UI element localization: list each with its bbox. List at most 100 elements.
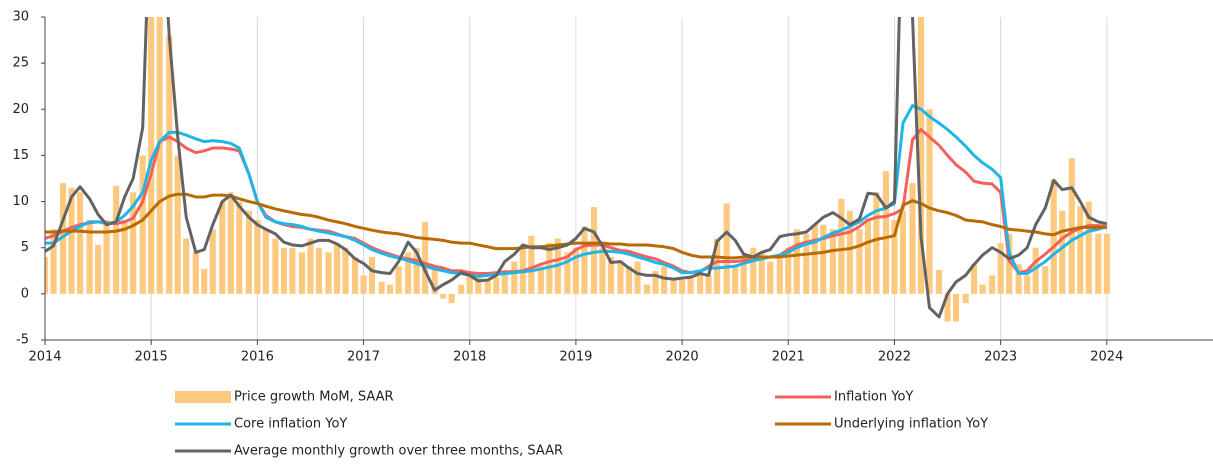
bar xyxy=(997,243,1004,294)
bar xyxy=(1085,201,1092,294)
x-tick-label: 2014 xyxy=(28,350,61,365)
bar xyxy=(776,256,783,294)
x-tick-label: 2019 xyxy=(559,350,592,365)
bar xyxy=(139,155,146,294)
bar xyxy=(670,280,677,294)
bar xyxy=(625,266,633,294)
x-tick-label: 2017 xyxy=(347,350,380,365)
x-tick-label: 2021 xyxy=(772,350,805,365)
bar xyxy=(846,210,853,294)
bar xyxy=(1050,179,1057,294)
bar xyxy=(820,224,827,294)
bar xyxy=(95,244,102,294)
line xyxy=(45,128,1107,276)
bar xyxy=(607,256,615,294)
bar xyxy=(679,280,686,294)
bar xyxy=(289,247,296,294)
line xyxy=(45,17,1108,319)
bar xyxy=(280,247,287,294)
x-tick-label: 2022 xyxy=(878,350,911,365)
bar xyxy=(714,238,721,294)
bar xyxy=(564,252,571,294)
bar xyxy=(272,238,279,294)
bar xyxy=(1068,158,1075,294)
line xyxy=(45,104,1108,278)
bar xyxy=(581,226,588,294)
bar xyxy=(697,270,704,294)
bar xyxy=(113,185,120,294)
bar xyxy=(873,192,880,294)
bar xyxy=(891,220,898,294)
bar xyxy=(785,247,792,294)
bar xyxy=(405,252,412,294)
legend-swatch xyxy=(175,391,231,403)
bar xyxy=(528,235,535,294)
plot-area xyxy=(45,17,1110,322)
y-tick-label: 25 xyxy=(12,56,29,71)
bar xyxy=(864,220,871,294)
bar xyxy=(121,220,128,294)
legend-label: Underlying inflation YoY xyxy=(834,417,988,432)
bar xyxy=(989,275,996,294)
bar xyxy=(192,252,199,294)
bar xyxy=(501,270,508,294)
bar xyxy=(68,187,75,294)
bar xyxy=(740,256,747,294)
y-tick-label: 10 xyxy=(12,194,29,209)
x-tick-label: 2016 xyxy=(241,350,274,365)
legend-label: Core inflation YoY xyxy=(234,417,347,432)
bar xyxy=(360,275,367,294)
y-tick-label: 20 xyxy=(12,102,29,117)
bar xyxy=(917,17,925,294)
x-tick-label: 2018 xyxy=(453,350,486,365)
bar xyxy=(1006,233,1013,294)
bar xyxy=(1032,247,1039,294)
x-tick-label: 2020 xyxy=(666,350,699,365)
bar xyxy=(325,252,332,294)
bar xyxy=(758,252,765,294)
bar xyxy=(493,277,500,294)
bar xyxy=(1059,210,1066,294)
bar xyxy=(45,256,49,294)
bar xyxy=(475,275,482,294)
bar xyxy=(926,109,933,294)
bar xyxy=(944,293,951,322)
y-tick-label: -5 xyxy=(16,333,29,348)
bar xyxy=(1103,233,1110,294)
bar xyxy=(103,220,110,294)
bar xyxy=(935,269,943,294)
bar xyxy=(236,201,243,294)
bar xyxy=(811,224,818,294)
bar xyxy=(351,256,359,294)
bar xyxy=(130,192,137,294)
bar xyxy=(458,284,465,294)
bar xyxy=(971,264,978,294)
bar xyxy=(148,17,155,294)
bar xyxy=(979,284,986,294)
bar xyxy=(1015,264,1022,294)
bar xyxy=(254,220,261,294)
bar xyxy=(156,17,163,294)
bar xyxy=(378,281,385,294)
bar xyxy=(440,293,447,299)
legend-label: Price growth MoM, SAAR xyxy=(234,390,394,405)
bar xyxy=(687,275,694,294)
bar xyxy=(705,275,712,294)
bar xyxy=(1077,206,1084,294)
bar xyxy=(448,293,455,304)
bar xyxy=(952,293,960,322)
bar xyxy=(838,198,845,294)
bar xyxy=(660,266,668,294)
bar xyxy=(59,183,67,294)
line xyxy=(45,192,1107,260)
bar xyxy=(227,192,234,294)
bar xyxy=(511,261,518,294)
bar xyxy=(307,238,314,294)
bar xyxy=(422,221,429,294)
bar xyxy=(1042,266,1049,294)
bar xyxy=(590,207,598,294)
bar xyxy=(962,293,969,304)
bar xyxy=(333,243,341,294)
bar xyxy=(315,247,323,294)
